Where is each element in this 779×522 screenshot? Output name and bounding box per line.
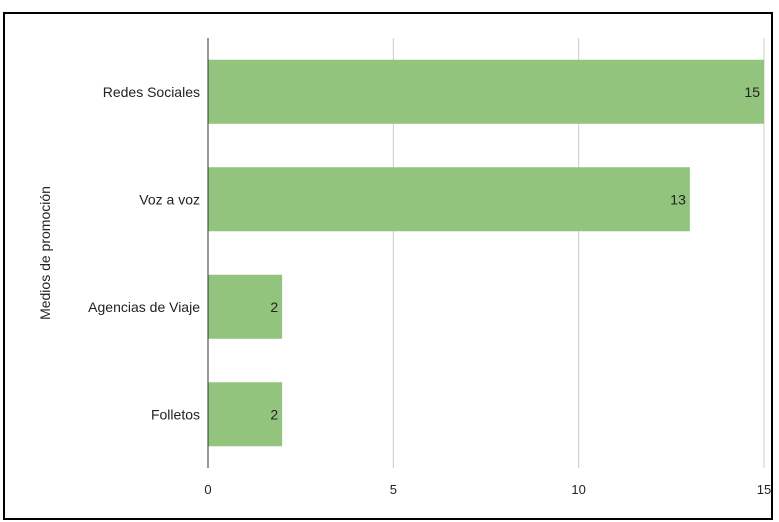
data-label: 2: [270, 406, 278, 422]
data-label: 2: [270, 299, 278, 315]
x-tick-label: 15: [757, 482, 771, 497]
data-label: 13: [670, 191, 686, 207]
bar-3: [208, 382, 283, 447]
data-labels: 15 13 2 2: [270, 84, 760, 423]
x-tick-labels: 0 5 10 15: [204, 482, 771, 497]
bar-2: [208, 274, 283, 339]
y-axis-title: Medios de promoción: [37, 186, 53, 320]
category-label: Redes Sociales: [103, 84, 200, 100]
x-tick-label: 10: [571, 482, 585, 497]
x-tick-label: 5: [390, 482, 397, 497]
category-label: Voz a voz: [139, 191, 200, 207]
category-label: Agencias de Viaje: [88, 299, 200, 315]
bars: [208, 59, 764, 447]
category-labels: Redes Sociales Voz a voz Agencias de Viaje…: [88, 84, 200, 423]
data-label: 15: [744, 84, 760, 100]
category-label: Folletos: [151, 406, 200, 422]
bar-0: [208, 59, 764, 124]
bar-1: [208, 167, 690, 232]
x-tick-label: 0: [204, 482, 211, 497]
